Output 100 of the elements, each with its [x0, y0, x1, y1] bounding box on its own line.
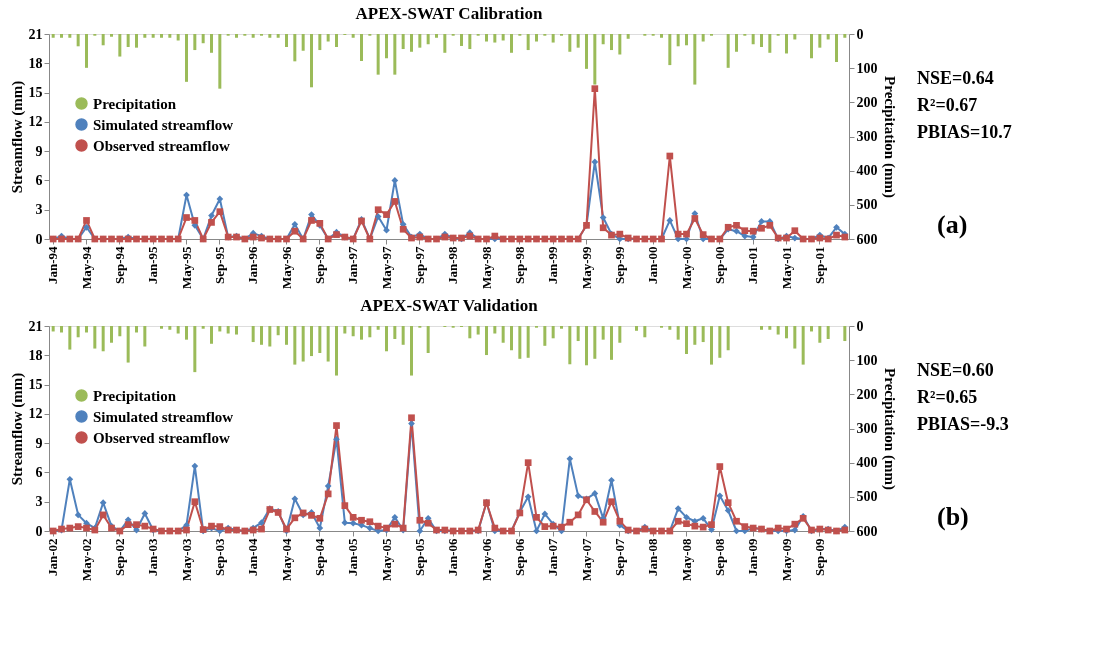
bar — [676, 326, 680, 340]
x-tick-label: Sep-02 — [111, 538, 127, 577]
bar — [485, 34, 488, 42]
y-tick-label: 21 — [28, 318, 43, 334]
bar — [85, 34, 88, 68]
y-tick-label: 18 — [28, 347, 43, 363]
bar — [668, 34, 672, 66]
bar — [110, 34, 113, 37]
y-tick-label: 15 — [28, 377, 43, 393]
bar — [60, 326, 63, 333]
bar — [785, 34, 788, 54]
x-tick-label: May-94 — [78, 246, 94, 290]
bar — [610, 34, 613, 51]
x-tick-label: Sep-05 — [411, 538, 427, 577]
legend-label: Precipitation — [93, 95, 177, 112]
bar — [701, 326, 705, 343]
y-tick-label: 0 — [35, 523, 43, 539]
x-tick-label: May-99 — [578, 246, 594, 290]
bar — [218, 326, 222, 332]
bar — [468, 326, 472, 339]
bar — [326, 326, 330, 362]
bar — [143, 34, 147, 38]
x-tick-label: May-08 — [678, 538, 694, 582]
x-tick-label: Sep-00 — [711, 246, 727, 285]
text: R²=0.65 — [917, 387, 978, 407]
bar — [443, 34, 447, 53]
bar — [460, 34, 463, 46]
bar — [793, 34, 797, 40]
bar — [268, 34, 272, 38]
bar — [826, 326, 830, 339]
x-tick-label: Jan-96 — [245, 246, 261, 285]
bar — [576, 34, 580, 48]
bar — [76, 326, 80, 338]
bar — [693, 326, 697, 345]
bar — [351, 326, 355, 337]
bar — [493, 326, 497, 334]
y2-tick-label: 0 — [856, 318, 864, 334]
bar — [635, 326, 638, 331]
chart-title: APEX-SWAT Validation — [360, 296, 539, 315]
bar — [335, 326, 338, 376]
bar — [760, 326, 763, 330]
bar — [768, 34, 772, 53]
bar — [335, 34, 338, 47]
bar — [201, 34, 205, 44]
bar — [585, 34, 588, 69]
x-tick-label: Jan-09 — [745, 538, 761, 577]
bar — [726, 34, 730, 68]
text: R²=0.67 — [917, 95, 978, 115]
x-tick-label: May-05 — [378, 538, 394, 582]
bar — [118, 34, 122, 57]
bar — [218, 34, 222, 89]
x-tick-label: Sep-94 — [111, 246, 127, 285]
x-tick-label: Jan-04 — [245, 538, 261, 577]
bar — [526, 326, 530, 358]
bar — [501, 34, 505, 41]
bar — [51, 326, 55, 332]
bar — [276, 326, 280, 336]
bar — [293, 34, 297, 62]
bar — [376, 326, 380, 330]
bar — [468, 34, 472, 50]
x-tick-label: Jan-08 — [645, 538, 661, 577]
bar — [576, 326, 580, 342]
y2-tick-label: 400 — [856, 163, 878, 179]
bar — [601, 34, 605, 45]
legend-label: Observed streamflow — [93, 137, 230, 154]
bar — [426, 34, 430, 45]
bar — [810, 326, 813, 332]
y2-axis-title: Precipitation (mm) — [880, 76, 898, 198]
y2-tick-label: 100 — [856, 352, 878, 368]
y2-tick-label: 0 — [856, 26, 864, 42]
y-tick-label: 3 — [35, 202, 43, 218]
bar — [160, 326, 163, 329]
bar — [318, 34, 322, 51]
y-tick-label: 18 — [28, 55, 43, 71]
y2-tick-label: 300 — [856, 421, 878, 436]
x-tick-label: Jan-01 — [745, 246, 761, 285]
bar — [526, 34, 530, 51]
bar — [101, 34, 105, 46]
bar — [601, 326, 605, 340]
text: NSE=0.64 — [917, 68, 994, 88]
text: (a) — [937, 209, 968, 239]
y2-axis-title: Precipitation (mm) — [880, 368, 898, 490]
x-tick-label: Sep-96 — [311, 246, 327, 285]
bar — [818, 34, 822, 48]
x-tick-label: May-09 — [778, 538, 794, 582]
x-tick-label: Sep-95 — [211, 246, 227, 285]
x-tick-label: Jan-98 — [445, 246, 461, 285]
bar — [676, 34, 680, 47]
bar — [776, 326, 780, 335]
bar — [260, 326, 263, 345]
bar — [418, 34, 422, 48]
bar — [68, 326, 72, 350]
legend-label: Simulated streamflow — [93, 408, 234, 425]
y2-tick-label: 200 — [856, 94, 878, 110]
bar — [751, 34, 755, 45]
bar — [801, 326, 805, 365]
bar — [518, 326, 522, 359]
bar — [843, 326, 847, 342]
x-tick-label: May-07 — [578, 538, 594, 582]
bar — [151, 34, 155, 38]
